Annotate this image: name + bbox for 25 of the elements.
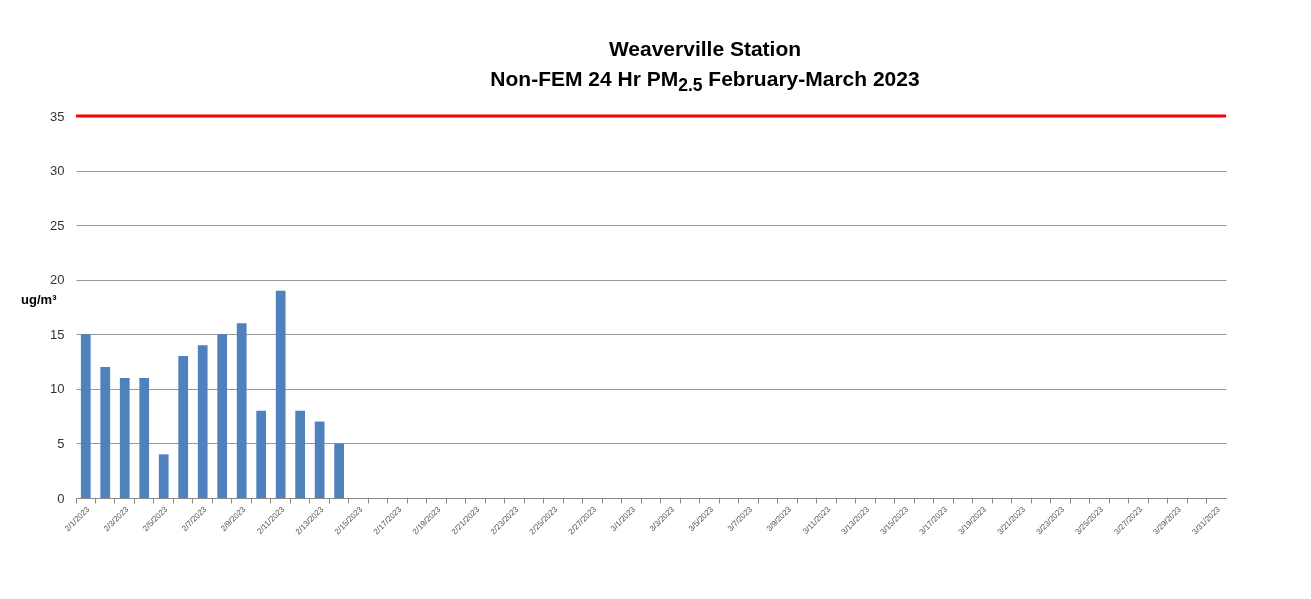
chart-title: Weaverville Station <box>607 36 803 62</box>
bar <box>217 334 228 499</box>
bar <box>334 443 345 499</box>
y-tick-label: 35 <box>50 108 65 124</box>
bar <box>295 410 306 499</box>
bar <box>100 367 111 499</box>
y-tick-label: 5 <box>57 436 65 452</box>
y-tick-label: 0 <box>57 490 65 506</box>
y-tick-label: 30 <box>50 163 65 179</box>
bar <box>314 421 325 499</box>
bar <box>236 323 247 499</box>
bar <box>178 356 189 499</box>
y-axis-title: ug/m³ <box>21 291 58 307</box>
bar <box>158 454 169 499</box>
y-tick-label: 25 <box>50 217 65 233</box>
bar <box>256 410 267 499</box>
bar <box>80 334 91 499</box>
y-tick-label: 10 <box>50 381 65 397</box>
chart-subtitle: Non-FEM 24 Hr PM$_{2.5}$ February-March 2023 <box>489 66 921 98</box>
bar <box>197 345 208 499</box>
y-tick-label: 15 <box>50 326 65 342</box>
bar <box>139 378 150 499</box>
bar <box>275 290 286 499</box>
y-tick-label: 20 <box>50 272 65 288</box>
bar <box>119 378 130 499</box>
